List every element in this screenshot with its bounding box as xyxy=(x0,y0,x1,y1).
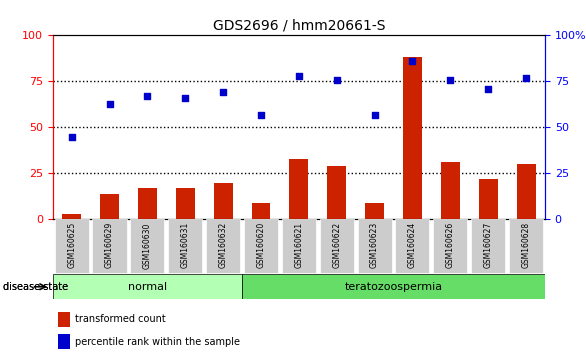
Text: transformed count: transformed count xyxy=(75,314,166,324)
Bar xyxy=(517,164,536,219)
Bar xyxy=(251,203,271,219)
Text: GSM160632: GSM160632 xyxy=(219,222,227,268)
Text: disease state: disease state xyxy=(3,282,68,292)
Point xyxy=(256,112,265,118)
Point xyxy=(408,58,417,64)
Text: GSM160620: GSM160620 xyxy=(257,222,265,268)
Title: GDS2696 / hmm20661-S: GDS2696 / hmm20661-S xyxy=(213,19,385,33)
Bar xyxy=(289,159,308,219)
Text: percentile rank within the sample: percentile rank within the sample xyxy=(75,337,240,347)
Text: GSM160623: GSM160623 xyxy=(370,222,379,268)
Point xyxy=(522,75,531,81)
FancyBboxPatch shape xyxy=(168,219,202,273)
Bar xyxy=(403,57,422,219)
Text: disease state: disease state xyxy=(2,282,68,292)
Point xyxy=(143,93,152,99)
Point xyxy=(332,77,342,82)
Bar xyxy=(57,334,70,349)
Bar xyxy=(62,214,81,219)
FancyBboxPatch shape xyxy=(282,219,316,273)
FancyBboxPatch shape xyxy=(53,274,242,299)
FancyBboxPatch shape xyxy=(509,219,543,273)
FancyBboxPatch shape xyxy=(320,219,354,273)
Point xyxy=(370,112,379,118)
Text: GSM160621: GSM160621 xyxy=(294,222,304,268)
FancyBboxPatch shape xyxy=(471,219,505,273)
Point xyxy=(294,73,304,79)
Point xyxy=(67,134,76,139)
Point xyxy=(180,95,190,101)
FancyBboxPatch shape xyxy=(130,219,165,273)
Bar xyxy=(57,312,70,327)
FancyBboxPatch shape xyxy=(206,219,240,273)
FancyBboxPatch shape xyxy=(93,219,127,273)
Text: GSM160625: GSM160625 xyxy=(67,222,76,268)
Text: teratozoospermia: teratozoospermia xyxy=(345,282,442,292)
Text: GSM160626: GSM160626 xyxy=(446,222,455,268)
Text: normal: normal xyxy=(128,282,167,292)
FancyBboxPatch shape xyxy=(396,219,430,273)
FancyBboxPatch shape xyxy=(242,274,545,299)
Text: GSM160622: GSM160622 xyxy=(332,222,341,268)
FancyBboxPatch shape xyxy=(357,219,391,273)
Point xyxy=(219,90,228,95)
Bar xyxy=(365,203,384,219)
Text: GSM160624: GSM160624 xyxy=(408,222,417,268)
Text: GSM160627: GSM160627 xyxy=(483,222,493,268)
Text: GSM160631: GSM160631 xyxy=(180,222,190,268)
Bar xyxy=(176,188,195,219)
FancyBboxPatch shape xyxy=(433,219,468,273)
Point xyxy=(445,77,455,82)
Point xyxy=(483,86,493,92)
Text: GSM160628: GSM160628 xyxy=(522,222,530,268)
Text: GSM160630: GSM160630 xyxy=(143,222,152,269)
FancyBboxPatch shape xyxy=(244,219,278,273)
Bar xyxy=(479,179,498,219)
Bar xyxy=(327,166,346,219)
Bar xyxy=(214,183,233,219)
Bar xyxy=(138,188,157,219)
Text: GSM160629: GSM160629 xyxy=(105,222,114,268)
FancyBboxPatch shape xyxy=(54,219,88,273)
Bar xyxy=(441,162,460,219)
Point xyxy=(105,101,114,106)
Bar xyxy=(100,194,119,219)
